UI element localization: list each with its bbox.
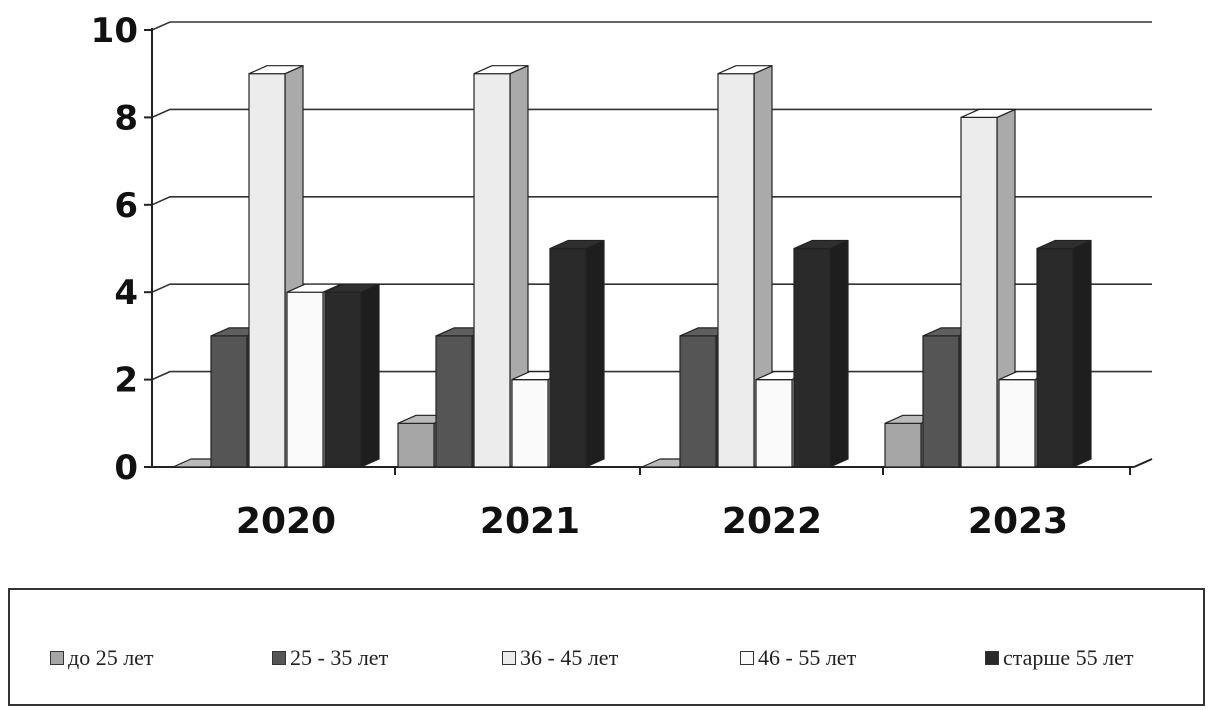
legend-swatch (50, 651, 64, 665)
x-tick-label: 2023 (968, 501, 1068, 542)
legend-swatch (740, 651, 754, 665)
y-tick-label: 6 (114, 186, 138, 226)
legend-item: 36 - 45 лет (502, 645, 618, 671)
gridline (151, 196, 1152, 206)
x-tick-label: 2021 (480, 501, 580, 542)
gridline (151, 108, 1152, 119)
y-tick-label: 8 (114, 98, 138, 138)
legend-swatch (985, 651, 999, 665)
legend-item: до 25 лет (50, 645, 154, 671)
x-tick-label: 2020 (236, 501, 336, 542)
y-tick-label: 4 (114, 273, 138, 313)
legend-label: 25 - 35 лет (290, 645, 389, 670)
y-tick-label: 0 (114, 448, 138, 488)
legend-label: старше 55 лет (1003, 645, 1134, 670)
legend-label: 46 - 55 лет (758, 645, 857, 670)
gridline (151, 21, 1152, 31)
bar (1036, 239, 1092, 468)
x-tick-label: 2022 (722, 501, 822, 542)
bar (549, 239, 605, 468)
x-axis-end (1133, 458, 1153, 468)
y-tick-label: 10 (91, 11, 138, 51)
legend-item: 46 - 55 лет (740, 645, 856, 671)
bar (793, 239, 849, 468)
legend-label: 36 - 45 лет (520, 645, 619, 670)
axis-labels: 0 2 4 6 8 10 2020 2021 2022 2023 (91, 11, 1068, 542)
legend-swatch (272, 651, 286, 665)
bar (473, 65, 529, 468)
bar (324, 283, 380, 468)
legend-item: 25 - 35 лет (272, 645, 388, 671)
y-tick-label: 2 (114, 361, 138, 401)
legend-swatch (502, 651, 516, 665)
bar (717, 65, 773, 468)
bar-chart: 0 2 4 6 8 10 2020 2021 2022 2023 (91, 11, 1153, 542)
legend-label: до 25 лет (68, 645, 154, 670)
legend: до 25 лет 25 - 35 лет 36 - 45 лет 46 - 55 л… (8, 588, 1205, 706)
bars (172, 65, 1092, 468)
legend-item: старше 55 лет (985, 645, 1133, 671)
